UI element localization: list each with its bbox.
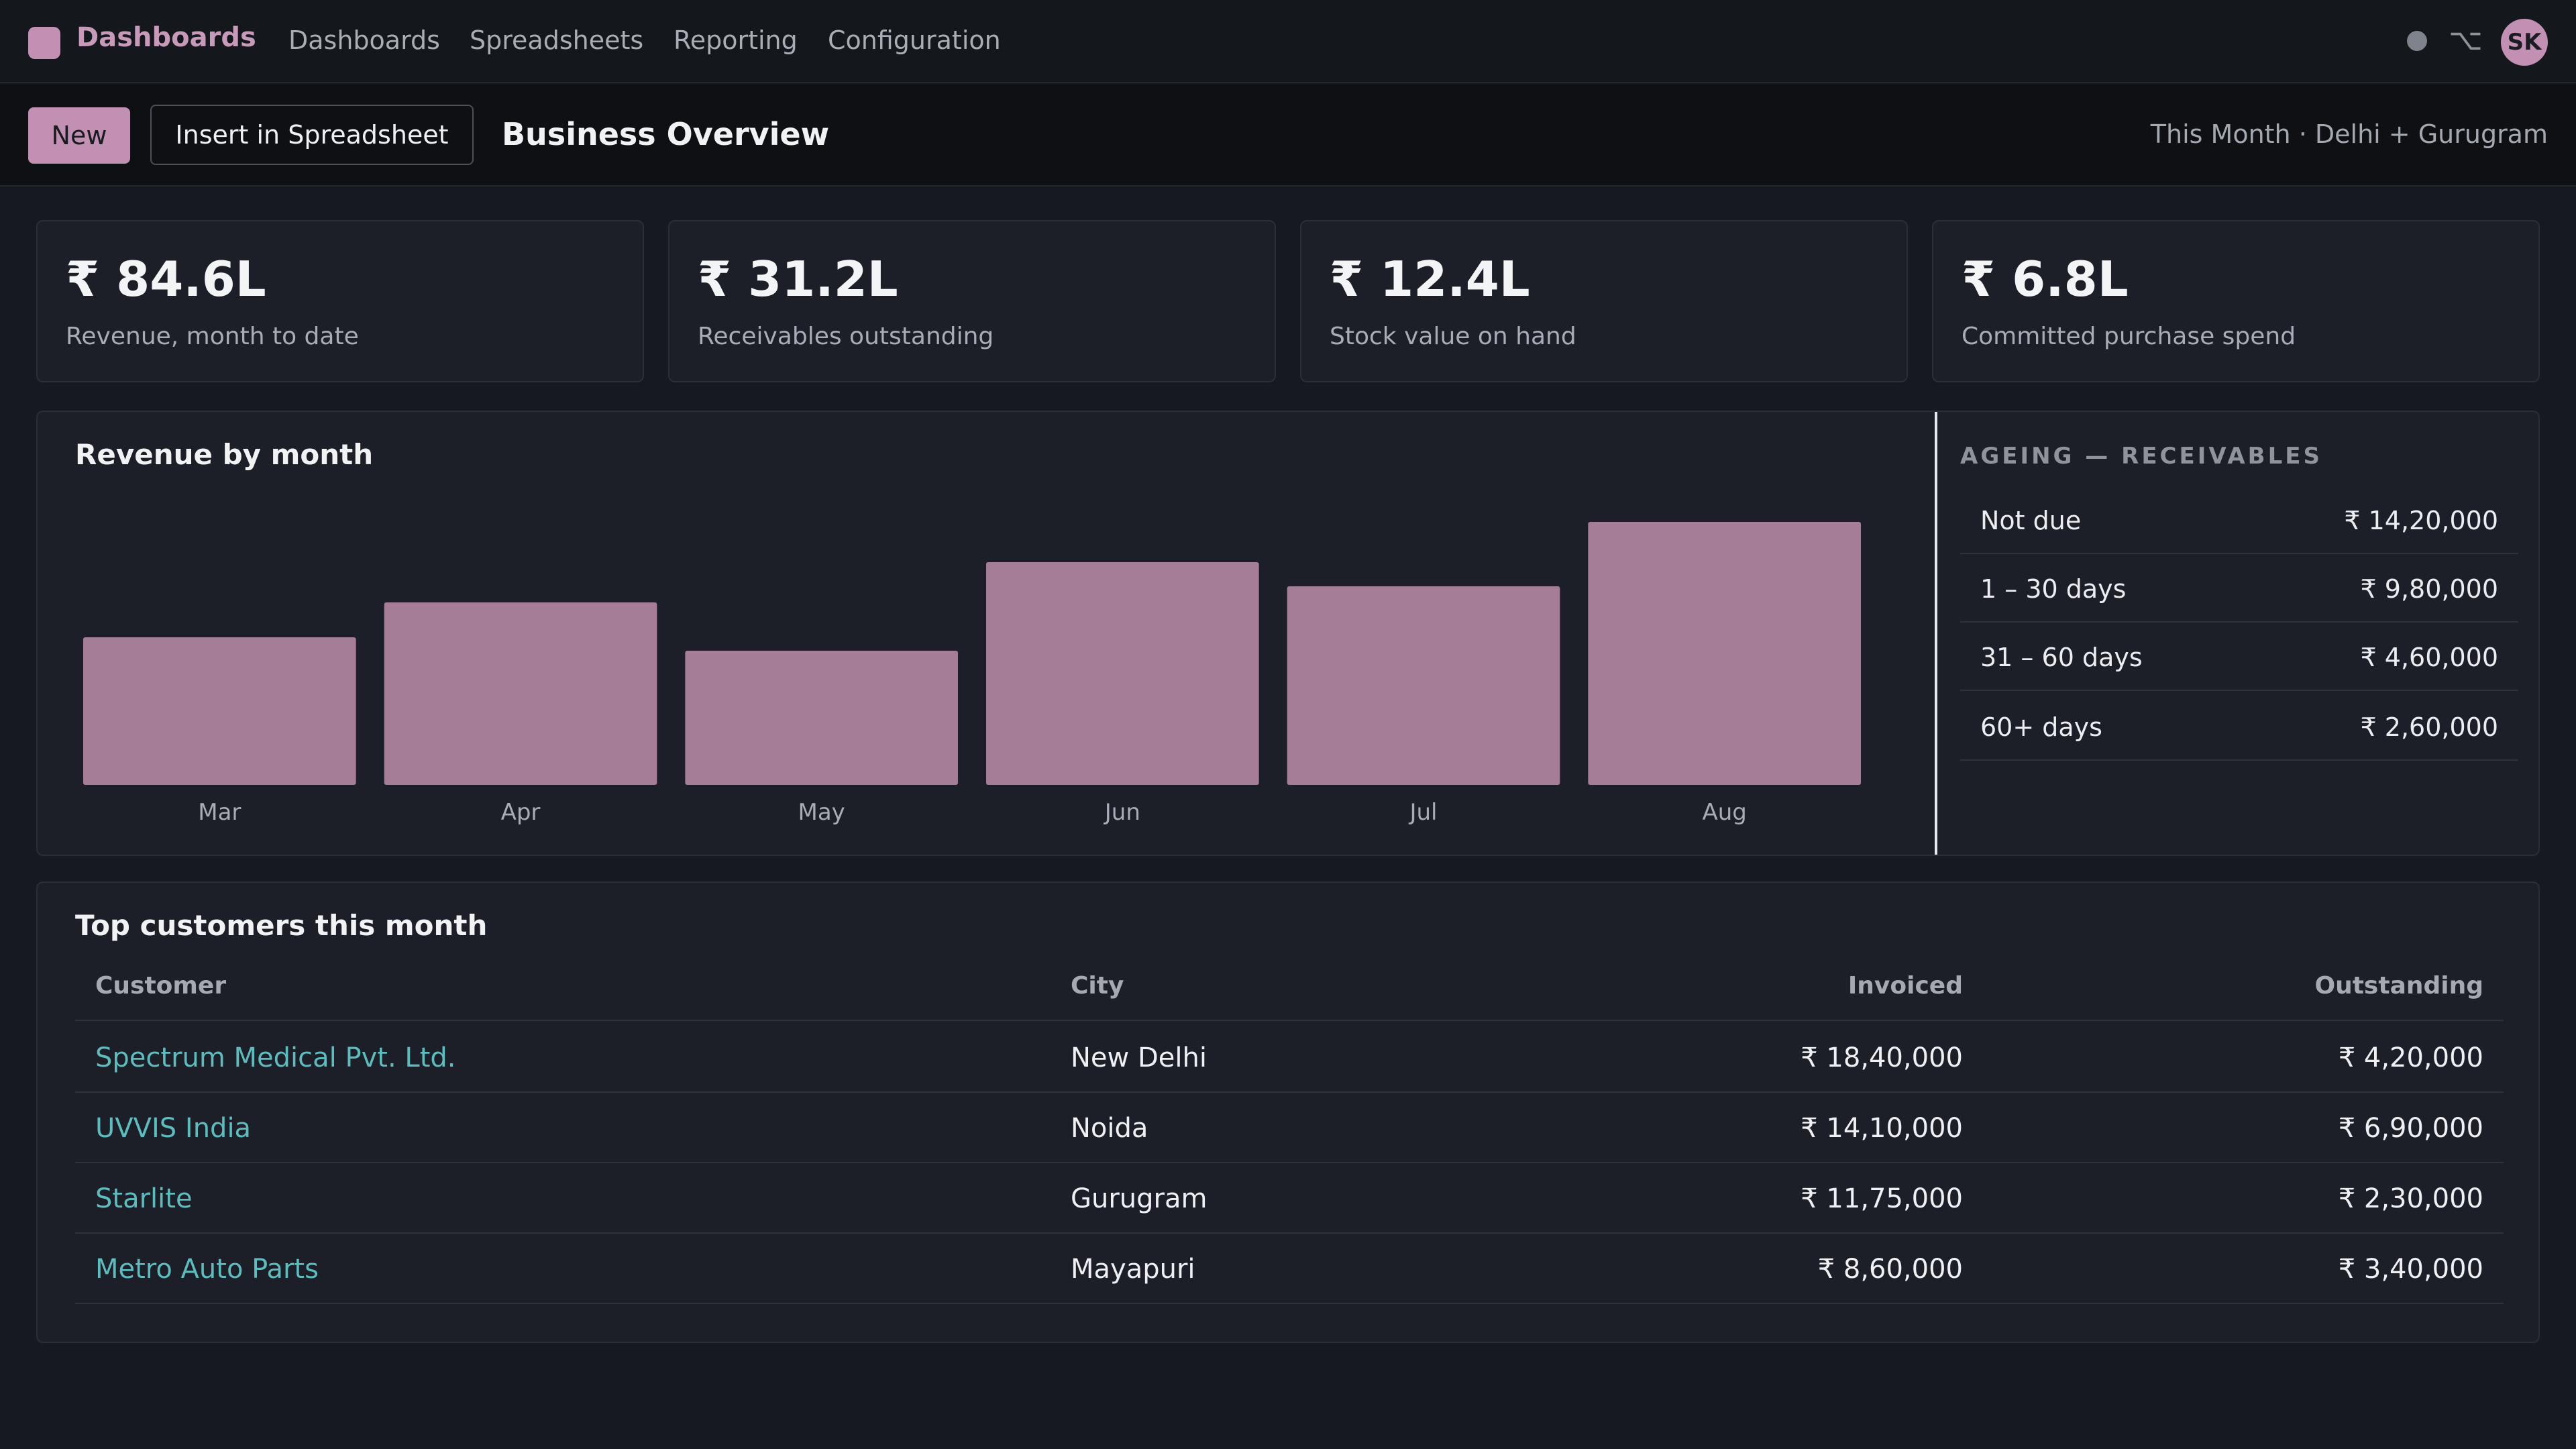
x-tick-label: May xyxy=(798,799,845,826)
bar-apr[interactable] xyxy=(384,602,657,785)
invoiced-cell: ₹ 11,75,000 xyxy=(1801,1183,1963,1214)
x-tick-label: Jul xyxy=(1408,799,1437,826)
kpi-value: ₹ 84.6L xyxy=(66,251,266,307)
bar-may[interactable] xyxy=(685,651,958,785)
ageing-title: AGEING — RECEIVABLES xyxy=(1960,443,2322,470)
city-cell: Mayapuri xyxy=(1071,1254,1195,1285)
kpi-card-revenue[interactable]: ₹ 84.6L Revenue, month to date xyxy=(36,220,644,382)
ageing-amount: ₹ 9,80,000 xyxy=(2360,574,2498,604)
top-customers-panel: Top customers this month Customer City I… xyxy=(36,881,2540,1343)
kpi-value: ₹ 31.2L xyxy=(698,251,898,307)
kpi-card-stock[interactable]: ₹ 12.4L Stock value on hand xyxy=(1300,220,1908,382)
kpi-label: Receivables outstanding xyxy=(698,323,994,350)
chart-title: Revenue by month xyxy=(75,438,374,471)
bar-mar[interactable] xyxy=(83,637,356,785)
column-header-outstanding[interactable]: Outstanding xyxy=(2314,972,2483,1000)
ageing-row[interactable]: 60+ days ₹ 2,60,000 xyxy=(1960,692,2518,761)
revenue-panel: Revenue by month Mar Apr May Jun Jul Aug AGEI… xyxy=(36,411,2540,856)
x-tick-label: Aug xyxy=(1702,799,1746,826)
insert-in-spreadsheet-button[interactable]: Insert in Spreadsheet xyxy=(150,105,474,165)
scope-filter[interactable]: This Month · Delhi + Gurugram xyxy=(2150,119,2548,149)
kpi-value: ₹ 12.4L xyxy=(1330,251,1530,307)
ageing-row[interactable]: 31 – 60 days ₹ 4,60,000 xyxy=(1960,623,2518,691)
bar-aug[interactable] xyxy=(1588,522,1861,785)
table-row[interactable]: Metro Auto Parts Mayapuri ₹ 8,60,000 ₹ 3… xyxy=(75,1234,2504,1304)
ageing-amount: ₹ 14,20,000 xyxy=(2344,506,2498,535)
ageing-amount: ₹ 2,60,000 xyxy=(2360,712,2498,742)
new-button[interactable]: New xyxy=(28,107,130,164)
table-row[interactable]: UVVIS India Noida ₹ 14,10,000 ₹ 6,90,000 xyxy=(75,1093,2504,1163)
x-tick-label: Apr xyxy=(501,799,541,826)
ageing-label: 1 – 30 days xyxy=(1980,574,2127,604)
nav-link-spreadsheets[interactable]: Spreadsheets xyxy=(470,25,644,55)
nav-link-dashboards[interactable]: Dashboards xyxy=(288,25,440,55)
outstanding-cell: ₹ 4,20,000 xyxy=(2338,1042,2483,1073)
x-tick-label: Mar xyxy=(198,799,241,826)
city-cell: Gurugram xyxy=(1071,1183,1208,1214)
avatar[interactable]: SK xyxy=(2501,19,2548,66)
kpi-label: Revenue, month to date xyxy=(66,323,359,350)
ageing-row[interactable]: 1 – 30 days ₹ 9,80,000 xyxy=(1960,554,2518,623)
option-key-icon[interactable]: ⌥ xyxy=(2449,23,2483,57)
outstanding-cell: ₹ 3,40,000 xyxy=(2338,1254,2483,1285)
toolbar: New Insert in Spreadsheet Business Overv… xyxy=(0,85,2576,186)
table-row[interactable]: Spectrum Medical Pvt. Ltd. New Delhi ₹ 1… xyxy=(75,1022,2504,1093)
ageing-amount: ₹ 4,60,000 xyxy=(2360,643,2498,672)
ageing-label: 31 – 60 days xyxy=(1980,643,2143,672)
app-logo-icon[interactable] xyxy=(28,27,60,59)
top-nav: Dashboards Dashboards Spreadsheets Repor… xyxy=(0,0,2576,83)
invoiced-cell: ₹ 18,40,000 xyxy=(1801,1042,1963,1073)
table-header: Customer City Invoiced Outstanding xyxy=(75,950,2504,1021)
customer-link[interactable]: UVVIS India xyxy=(95,1113,252,1144)
invoiced-cell: ₹ 14,10,000 xyxy=(1801,1113,1963,1144)
ageing-label: Not due xyxy=(1980,506,2082,535)
customer-link[interactable]: Spectrum Medical Pvt. Ltd. xyxy=(95,1042,456,1073)
ageing-label: 60+ days xyxy=(1980,712,2102,742)
status-dot-icon[interactable] xyxy=(2407,31,2427,51)
table-row[interactable]: Starlite Gurugram ₹ 11,75,000 ₹ 2,30,000 xyxy=(75,1163,2504,1234)
customer-link[interactable]: Metro Auto Parts xyxy=(95,1254,319,1285)
kpi-label: Stock value on hand xyxy=(1330,323,1576,350)
x-tick-label: Jun xyxy=(1104,799,1140,826)
brand-name[interactable]: Dashboards xyxy=(76,22,256,53)
kpi-label: Committed purchase spend xyxy=(1962,323,2296,350)
table-title: Top customers this month xyxy=(75,909,488,942)
panel-divider xyxy=(1935,412,1937,855)
city-cell: Noida xyxy=(1071,1113,1148,1144)
nav-link-reporting[interactable]: Reporting xyxy=(674,25,798,55)
revenue-bar-chart: Mar Apr May Jun Jul Aug xyxy=(83,522,1861,826)
ageing-row[interactable]: Not due ₹ 14,20,000 xyxy=(1960,486,2518,554)
kpi-card-receivables[interactable]: ₹ 31.2L Receivables outstanding xyxy=(668,220,1276,382)
outstanding-cell: ₹ 6,90,000 xyxy=(2338,1113,2483,1144)
bar-jul[interactable] xyxy=(1287,586,1560,785)
city-cell: New Delhi xyxy=(1071,1042,1207,1073)
column-header-customer[interactable]: Customer xyxy=(95,972,227,1000)
nav-link-configuration[interactable]: Configuration xyxy=(828,25,1001,55)
bar-jun[interactable] xyxy=(986,562,1259,785)
column-header-invoiced[interactable]: Invoiced xyxy=(1847,972,1963,1000)
kpi-card-purchase[interactable]: ₹ 6.8L Committed purchase spend xyxy=(1932,220,2540,382)
outstanding-cell: ₹ 2,30,000 xyxy=(2338,1183,2483,1214)
page-title: Business Overview xyxy=(502,116,830,152)
customer-link[interactable]: Starlite xyxy=(95,1183,193,1214)
column-header-city[interactable]: City xyxy=(1071,972,1124,1000)
invoiced-cell: ₹ 8,60,000 xyxy=(1817,1254,1963,1285)
kpi-value: ₹ 6.8L xyxy=(1962,251,2129,307)
